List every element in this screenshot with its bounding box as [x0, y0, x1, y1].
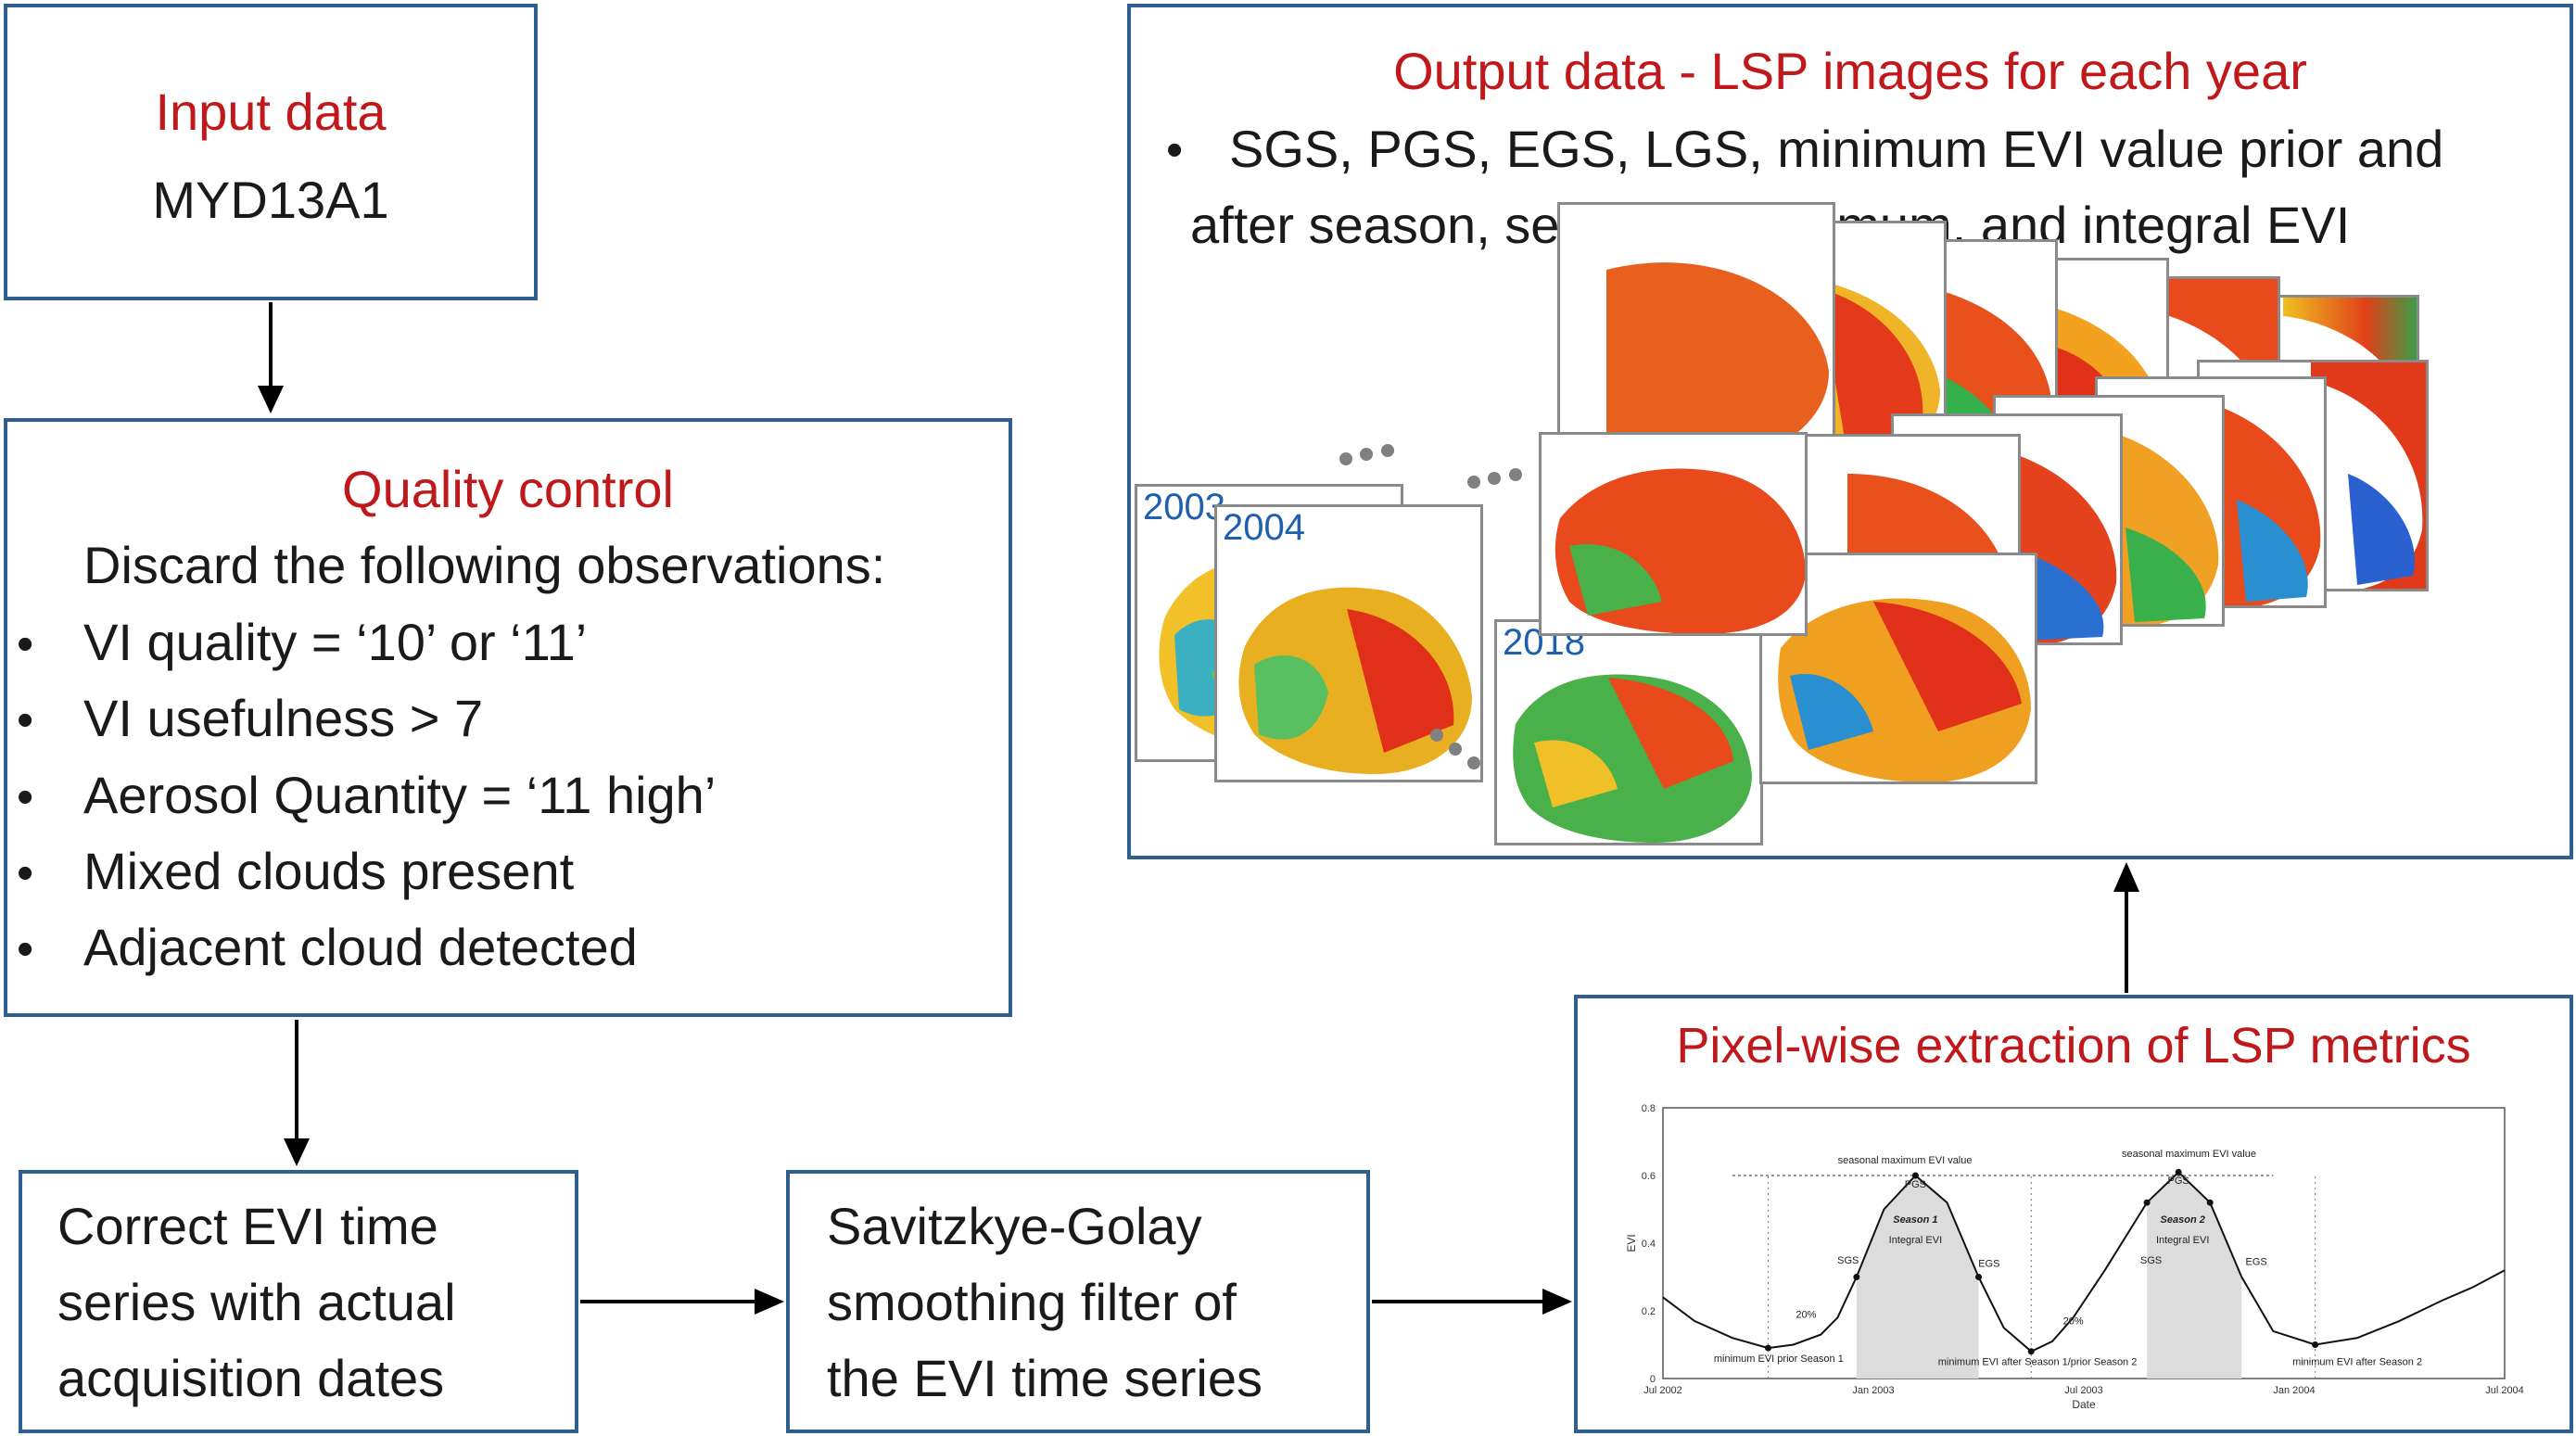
chart-annotation: Season 1	[1893, 1214, 1937, 1226]
y-tick-label: 0.4	[1642, 1239, 1656, 1250]
chart-annotation: minimum EVI prior Season 1	[1714, 1353, 1844, 1365]
chart-annotation: Integral EVI	[1889, 1235, 1942, 1246]
evi-point	[2027, 1348, 2035, 1355]
evi-series-line	[1662, 1171, 2506, 1353]
plot-frame	[1662, 1107, 2506, 1379]
pixel-extraction-title: Pixel-wise extraction of LSP metrics	[1676, 1018, 2471, 1074]
x-tick-label: Jul 2004	[2485, 1385, 2524, 1396]
lsp-image-stack: 2003 2004 2018	[1131, 7, 2570, 856]
arrowhead-icon	[2113, 862, 2139, 892]
correct-evi-line: acquisition dates	[57, 1349, 445, 1407]
chart-annotation: seasonal maximum EVI value	[2122, 1149, 2256, 1160]
bullet-icon: •	[17, 617, 34, 671]
year-label: 2004	[1223, 507, 1305, 548]
arrowhead-icon	[284, 1138, 310, 1166]
chart-annotation: minimum EVI after Season 2	[2292, 1356, 2422, 1367]
output-data-title: Output data - LSP images for each year	[1393, 42, 2307, 100]
smoothing-filter-box: Savitzkye-Golay smoothing filter of the …	[786, 1170, 1370, 1433]
year-label: 2003	[1143, 487, 1225, 527]
evi-point	[2312, 1341, 2319, 1348]
bullet-icon: •	[17, 770, 34, 824]
smoothing-line: Savitzkye-Golay	[827, 1197, 1202, 1255]
x-tick-label: Jan 2004	[2273, 1385, 2315, 1396]
evi-point	[1853, 1274, 1860, 1280]
output-metrics-line: SGS, PGS, EGS, LGS, minimum EVI value pr…	[1229, 120, 2444, 178]
input-data-title: Input data	[155, 83, 387, 141]
quality-control-intro: Discard the following observations:	[83, 536, 886, 594]
bullet-icon: •	[17, 846, 34, 900]
x-tick-label: Jul 2003	[2064, 1385, 2103, 1396]
evi-point	[1911, 1172, 1919, 1179]
input-data-subtitle: MYD13A1	[152, 171, 389, 229]
quality-item: Mixed clouds present	[83, 842, 575, 900]
correct-evi-line: series with actual	[57, 1273, 456, 1331]
y-tick-label: 0.8	[1642, 1103, 1656, 1114]
map-image	[1759, 553, 2037, 784]
map-image-2004: 2004	[1214, 504, 1483, 782]
chart-annotation: seasonal maximum EVI value	[1838, 1155, 1973, 1166]
arrowhead-icon	[258, 386, 284, 413]
chart-annotation: EGS	[1978, 1259, 1999, 1270]
ellipsis-dots	[1339, 444, 1522, 769]
y-axis-label: EVI	[1625, 1234, 1638, 1252]
correct-evi-line: Correct EVI time	[57, 1197, 438, 1255]
evi-point	[1765, 1344, 1771, 1352]
quality-control-box: Quality control Discard the following ob…	[4, 418, 1012, 1017]
evi-chart: 0 0.2 0.4 0.6 0.8 Jul 2002 Jan 2003 Jul 2003 Jan…	[1625, 1103, 2524, 1411]
quality-control-title: Quality control	[342, 460, 674, 518]
correct-evi-box: Correct EVI time series with actual acqu…	[19, 1170, 578, 1433]
arrowhead-icon	[1542, 1289, 1572, 1315]
x-axis-label: Date	[2072, 1398, 2096, 1411]
input-data-box: Input data MYD13A1	[4, 4, 538, 300]
quality-item: VI usefulness > 7	[83, 689, 484, 747]
chart-annotation: minimum EVI after Season 1/prior Season …	[1938, 1356, 2138, 1367]
bullet-icon: •	[1166, 123, 1184, 177]
chart-annotation: EGS	[2246, 1257, 2267, 1268]
chart-annotation: PGS	[1905, 1179, 1926, 1190]
quality-item: Aerosol Quantity = ‘11 high’	[83, 766, 717, 824]
arrowhead-icon	[755, 1289, 784, 1315]
chart-annotation: SGS	[1837, 1255, 1859, 1266]
integral-area-season-1	[1856, 1175, 1979, 1379]
y-tick-label: 0	[1650, 1374, 1656, 1385]
smoothing-line: smoothing filter of	[827, 1273, 1237, 1331]
output-data-box: Output data - LSP images for each year •…	[1127, 4, 2573, 859]
x-tick-label: Jul 2002	[1643, 1385, 1682, 1396]
pixel-extraction-box: Pixel-wise extraction of LSP metrics 0 0.…	[1574, 995, 2573, 1433]
bullet-icon: •	[17, 922, 34, 976]
evi-point	[2175, 1168, 2182, 1175]
quality-item: Adjacent cloud detected	[83, 918, 638, 976]
evi-point	[2143, 1199, 2151, 1206]
chart-annotation: Integral EVI	[2156, 1235, 2209, 1246]
evi-point	[1975, 1274, 1982, 1280]
y-tick-label: 0.2	[1642, 1306, 1656, 1317]
y-tick-label: 0.6	[1642, 1171, 1656, 1182]
chart-annotation: Season 2	[2161, 1214, 2205, 1226]
smoothing-line: the EVI time series	[827, 1349, 1263, 1407]
map-image	[1557, 202, 1835, 471]
chart-annotation: 20%	[1796, 1309, 1816, 1320]
bullet-icon: •	[17, 693, 34, 747]
x-tick-label: Jan 2003	[1852, 1385, 1894, 1396]
quality-item: VI quality = ‘10’ or ‘11’	[83, 613, 588, 671]
chart-annotation: SGS	[2140, 1255, 2162, 1266]
chart-annotation: PGS	[2168, 1175, 2189, 1187]
map-image	[1539, 432, 1808, 636]
chart-annotation: 20%	[2063, 1316, 2084, 1328]
evi-point	[2206, 1199, 2214, 1206]
integral-area-season-2	[2147, 1172, 2242, 1379]
